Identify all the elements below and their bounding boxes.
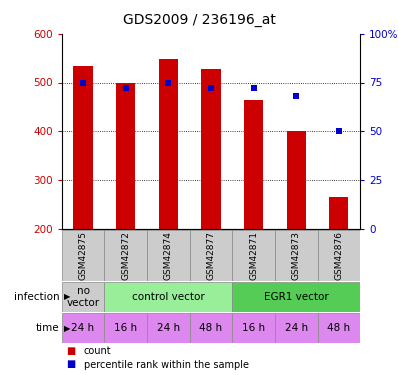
Bar xyxy=(275,230,318,281)
Text: 24 h: 24 h xyxy=(157,323,180,333)
Text: ▶: ▶ xyxy=(64,324,70,333)
Text: ■: ■ xyxy=(66,360,75,369)
Text: 24 h: 24 h xyxy=(72,323,95,333)
Bar xyxy=(201,69,220,229)
Text: GDS2009 / 236196_at: GDS2009 / 236196_at xyxy=(123,13,275,27)
Text: 48 h: 48 h xyxy=(327,323,350,333)
Text: control vector: control vector xyxy=(132,292,205,302)
Bar xyxy=(318,230,360,281)
Bar xyxy=(244,100,263,229)
Text: GSM42871: GSM42871 xyxy=(249,231,258,280)
Text: time: time xyxy=(36,323,60,333)
Text: 16 h: 16 h xyxy=(242,323,265,333)
Bar xyxy=(329,197,349,229)
Text: EGR1 vector: EGR1 vector xyxy=(264,292,329,302)
Bar xyxy=(147,230,189,281)
Bar xyxy=(62,230,104,281)
Text: 24 h: 24 h xyxy=(285,323,308,333)
Bar xyxy=(116,82,135,229)
Text: ▶: ▶ xyxy=(64,292,70,302)
Text: GSM42875: GSM42875 xyxy=(78,231,88,280)
Bar xyxy=(189,230,232,281)
Bar xyxy=(73,66,93,229)
Text: GSM42874: GSM42874 xyxy=(164,231,173,280)
Text: infection: infection xyxy=(14,292,60,302)
Text: ■: ■ xyxy=(66,346,75,355)
Bar xyxy=(189,313,232,343)
Bar xyxy=(147,313,189,343)
Bar xyxy=(318,313,360,343)
Text: GSM42873: GSM42873 xyxy=(292,231,301,280)
Bar xyxy=(232,230,275,281)
Bar xyxy=(104,230,147,281)
Text: 48 h: 48 h xyxy=(199,323,222,333)
Text: GSM42876: GSM42876 xyxy=(334,231,343,280)
Bar xyxy=(275,313,318,343)
Bar xyxy=(159,58,178,229)
Text: no
vector: no vector xyxy=(66,286,100,308)
Bar xyxy=(232,282,360,312)
Bar xyxy=(232,313,275,343)
Bar xyxy=(104,313,147,343)
Text: percentile rank within the sample: percentile rank within the sample xyxy=(84,360,249,369)
Bar xyxy=(62,313,104,343)
Bar xyxy=(104,282,232,312)
Text: count: count xyxy=(84,346,111,355)
Bar xyxy=(62,282,104,312)
Text: 16 h: 16 h xyxy=(114,323,137,333)
Text: GSM42872: GSM42872 xyxy=(121,231,130,280)
Bar xyxy=(287,131,306,229)
Text: GSM42877: GSM42877 xyxy=(207,231,215,280)
